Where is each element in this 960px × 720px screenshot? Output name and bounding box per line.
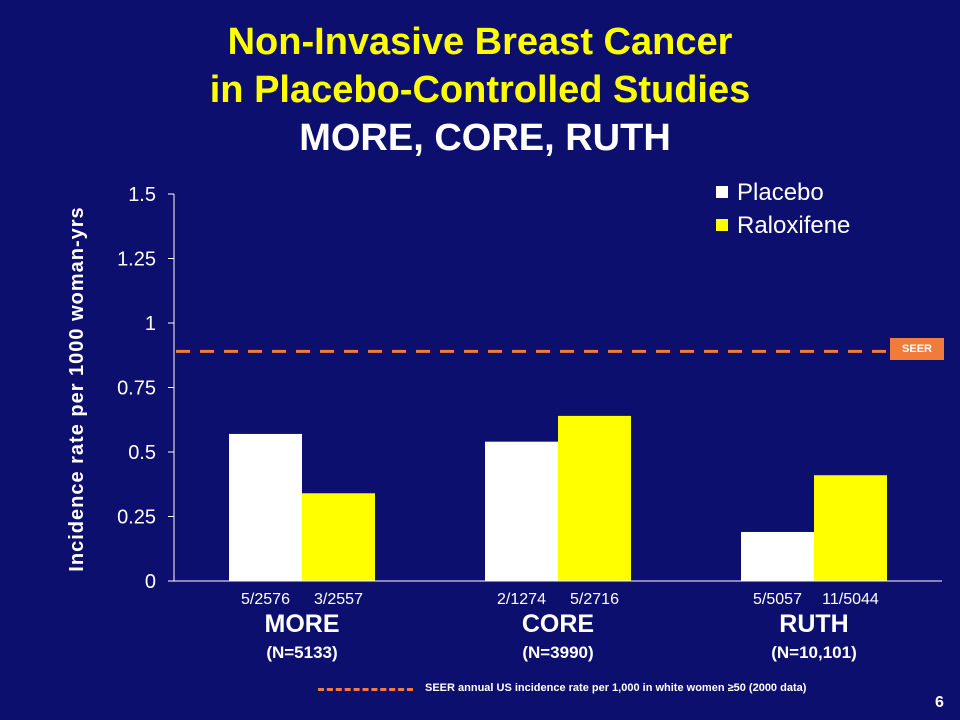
count-label: 5/5057	[753, 591, 802, 608]
title-line-1: Non-Invasive Breast Cancer	[227, 21, 733, 63]
category-label: CORE	[522, 610, 594, 638]
count-label: 2/1274	[497, 591, 546, 608]
y-tick-label: 1	[145, 313, 156, 335]
category-n-label: (N=5133)	[266, 643, 337, 662]
bar-placebo-ruth	[741, 531, 814, 581]
y-tick-label: 0.75	[117, 378, 156, 400]
count-label: 11/5044	[822, 591, 879, 608]
y-axis-label: Incidence rate per 1000 woman-yrs	[66, 206, 88, 571]
seer-line-label: SEER	[890, 338, 944, 360]
legend-swatch-raloxifene	[716, 219, 728, 231]
y-tick-label: 1.5	[128, 184, 156, 206]
count-label: 3/2557	[314, 591, 363, 608]
legend-label-raloxifene: Raloxifene	[737, 212, 850, 239]
legend: Placebo Raloxifene	[716, 179, 850, 239]
bar-raloxifene-core	[558, 415, 631, 581]
title-line-2: in Placebo-Controlled Studies	[209, 69, 751, 111]
category-label: RUTH	[779, 610, 848, 638]
bar-raloxifene-ruth	[814, 475, 887, 581]
legend-swatch-placebo	[716, 186, 728, 198]
footnote: SEER annual US incidence rate per 1,000 …	[425, 682, 807, 694]
category-n-label: (N=3990)	[522, 643, 593, 662]
y-tick-label: 0.5	[128, 442, 156, 464]
bar-raloxifene-more	[302, 493, 375, 581]
title-line-3: MORE, CORE, RUTH	[299, 117, 671, 159]
category-n-label: (N=10,101)	[771, 643, 857, 662]
legend-label-placebo: Placebo	[737, 179, 824, 206]
footnote-legend-dash	[318, 688, 413, 691]
category-label: MORE	[265, 610, 340, 638]
count-label: 5/2576	[241, 591, 290, 608]
count-label: 5/2716	[570, 591, 619, 608]
page-number: 6	[935, 694, 944, 711]
bar-placebo-more	[229, 433, 302, 581]
y-tick-label: 1.25	[117, 249, 156, 271]
bar-placebo-core	[485, 441, 558, 581]
y-tick-label: 0.25	[117, 507, 156, 529]
y-tick-label: 0	[145, 571, 156, 593]
